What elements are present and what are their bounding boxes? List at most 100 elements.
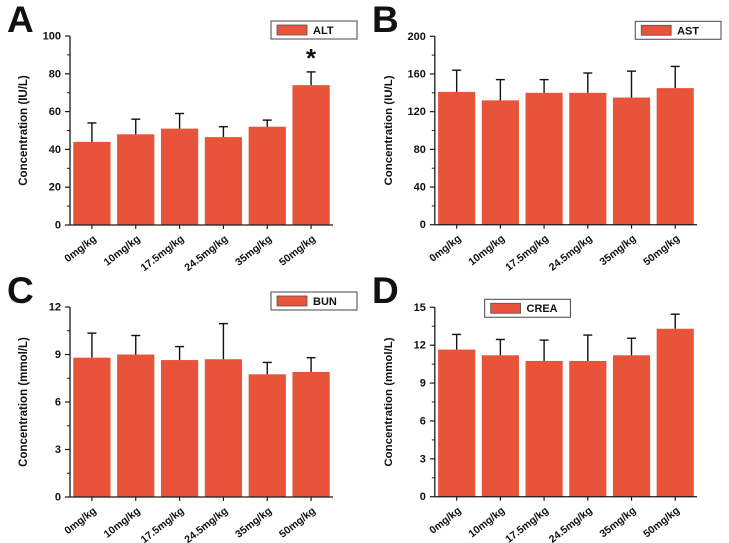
x-tick-label: 50mg/kg xyxy=(277,505,318,541)
x-tick-label: 24.5mg/kg xyxy=(182,233,230,271)
x-tick-label: 17.5mg/kg xyxy=(504,233,551,271)
y-axis-title: Concentration (IU/L) xyxy=(18,75,30,186)
significance-asterisk: * xyxy=(306,43,317,73)
legend-swatch xyxy=(490,302,521,314)
bars-group xyxy=(73,322,330,497)
bar xyxy=(117,354,155,497)
bar xyxy=(292,85,330,225)
legend-label: AST xyxy=(677,25,699,37)
x-tick-label: 10mg/kg xyxy=(467,505,507,540)
panel-label-b: B xyxy=(372,0,399,40)
bar xyxy=(204,359,243,497)
bar xyxy=(292,371,330,497)
y-axis-title: Concentration (IU/L) xyxy=(383,75,395,185)
y-tick-label: 15 xyxy=(414,302,426,314)
panel-label-a: A xyxy=(7,0,34,40)
chart-alt: 0 20 40 60 80 100 0mg/kg 10mg/kg17.5mg/kg24.5mg… xyxy=(18,20,358,271)
y-tick-label: 80 xyxy=(49,68,61,80)
x-tick-label: 35mg/kg xyxy=(598,505,638,540)
legend-swatch xyxy=(276,24,308,36)
x-tick-label: 17.5mg/kg xyxy=(504,505,551,543)
y-tick-label: 9 xyxy=(55,349,61,361)
legend: AST xyxy=(634,20,722,40)
bar xyxy=(73,141,111,225)
y-tick-label: 3 xyxy=(55,444,61,456)
bar xyxy=(204,137,243,225)
x-tick-label: 0mg/kg xyxy=(62,505,98,537)
panel-label-c: C xyxy=(7,271,34,311)
legend-swatch xyxy=(640,24,672,36)
bar xyxy=(569,360,607,497)
y-tick-label: 6 xyxy=(55,397,61,409)
x-tick-label: 50mg/kg xyxy=(277,233,318,269)
y-tick-label: 3 xyxy=(420,453,426,465)
bar xyxy=(569,92,607,225)
panel-c: C 0 3 6 9 12 0mg/kg 10mg/kg 17.5mg/kg 24.5mg/kg 3… xyxy=(0,271,365,543)
legend-label: CREA xyxy=(527,303,558,315)
x-tick-label: 0mg/kg xyxy=(428,233,464,264)
y-tick-label: 0 xyxy=(420,219,426,231)
panel-d: D 0 3 6 9 12 15 0mg/kg 10mg/kg 17.5mg/kg 24.5mg/k… xyxy=(365,271,729,543)
panel-b: B 0 40 80 120 160 200 0mg/kg 10mg/kg 17.5mg/kg 24… xyxy=(365,0,729,271)
x-tick-label: 35mg/kg xyxy=(233,505,274,541)
y-tick-label: 100 xyxy=(43,31,61,43)
y-tick-label: 0 xyxy=(55,220,61,232)
legend-label: BUN xyxy=(313,296,337,308)
bars-group xyxy=(73,71,330,225)
bars-group xyxy=(438,313,694,497)
y-axis-title: Concentration (mmol/L) xyxy=(18,337,30,467)
panel-a: A 0 20 40 60 80 100 0mg/kg 10mg/kg 17.5mg/kg 24.5… xyxy=(0,0,365,271)
y-tick-label: 120 xyxy=(408,106,426,118)
legend: CREA xyxy=(484,298,571,318)
x-tick-label: 50mg/kg xyxy=(642,505,682,540)
x-tick-label: 35mg/kg xyxy=(233,233,274,269)
bar xyxy=(160,128,199,225)
bar xyxy=(481,100,519,225)
bar xyxy=(73,357,111,497)
bar xyxy=(438,349,476,497)
bar xyxy=(525,92,563,225)
bar xyxy=(525,360,563,497)
y-axis-title: Concentration (mmol/L) xyxy=(383,337,395,466)
legend-swatch xyxy=(276,295,308,307)
y-tick-label: 20 xyxy=(49,182,61,194)
x-tick-label: 10mg/kg xyxy=(467,233,507,268)
bar xyxy=(248,126,286,225)
x-tick-label: 0mg/kg xyxy=(428,505,464,536)
y-tick-label: 9 xyxy=(420,378,426,390)
bar xyxy=(438,91,476,225)
bar xyxy=(612,355,651,497)
x-tick-label: 17.5mg/kg xyxy=(139,233,187,271)
bar xyxy=(160,360,199,497)
y-tick-label: 6 xyxy=(420,415,426,427)
legend-label: ALT xyxy=(313,25,334,37)
x-tick-label: 10mg/kg xyxy=(102,233,143,269)
y-tick-label: 40 xyxy=(49,144,61,156)
panel-label-d: D xyxy=(372,271,399,311)
y-tick-label: 80 xyxy=(414,144,426,156)
x-tick-label: 24.5mg/kg xyxy=(548,505,595,543)
y-tick-label: 12 xyxy=(49,302,61,314)
bar xyxy=(248,374,286,497)
bar xyxy=(656,88,694,225)
x-tick-label: 17.5mg/kg xyxy=(139,505,187,543)
x-tick-label: 35mg/kg xyxy=(598,233,638,268)
x-tick-label: 50mg/kg xyxy=(642,233,682,268)
x-tick-label: 24.5mg/kg xyxy=(548,233,595,271)
bar xyxy=(656,328,694,497)
x-tick-label: 24.5mg/kg xyxy=(182,505,230,543)
y-tick-label: 200 xyxy=(408,31,426,43)
bars-group xyxy=(438,65,694,225)
bar xyxy=(612,97,651,225)
bar xyxy=(117,134,155,225)
y-tick-label: 0 xyxy=(420,491,426,503)
x-tick-label: 10mg/kg xyxy=(102,505,143,541)
y-tick-label: 60 xyxy=(49,106,61,118)
y-tick-label: 40 xyxy=(414,182,426,194)
legend: ALT xyxy=(270,20,358,40)
y-tick-label: 0 xyxy=(55,492,61,504)
y-tick-label: 12 xyxy=(414,340,426,352)
